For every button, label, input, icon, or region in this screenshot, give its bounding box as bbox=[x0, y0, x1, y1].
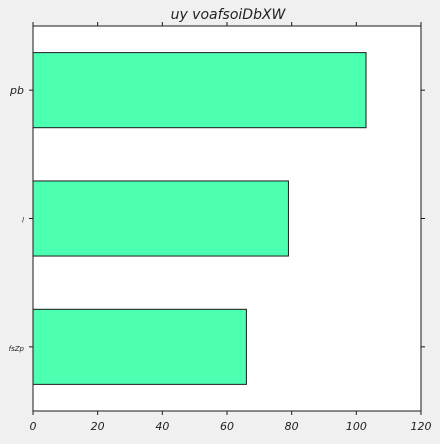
x-tick-label-1: 20 bbox=[91, 420, 105, 433]
x-tick-label-4: 80 bbox=[285, 420, 299, 433]
x-tick-label-0: 0 bbox=[30, 420, 37, 433]
y-tick-label-2: fsZp bbox=[9, 345, 25, 353]
y-tick-label-0: pb bbox=[9, 84, 24, 97]
x-tick-label-3: 60 bbox=[220, 420, 234, 433]
bar-1 bbox=[32, 180, 289, 257]
bar-2 bbox=[32, 308, 247, 385]
bars-layer bbox=[32, 52, 367, 385]
bar-0 bbox=[32, 52, 367, 129]
x-tick-label-6: 120 bbox=[411, 420, 432, 433]
chart-title: uy voafsoiDbXW bbox=[171, 7, 287, 23]
y-tick-label-1: l bbox=[22, 217, 24, 225]
x-tick-label-2: 40 bbox=[155, 420, 169, 433]
x-axis: 0 20 40 60 80 100 120 bbox=[30, 22, 432, 433]
y-axis: pb l fsZp bbox=[9, 84, 425, 353]
x-tick-label-5: 100 bbox=[346, 420, 367, 433]
